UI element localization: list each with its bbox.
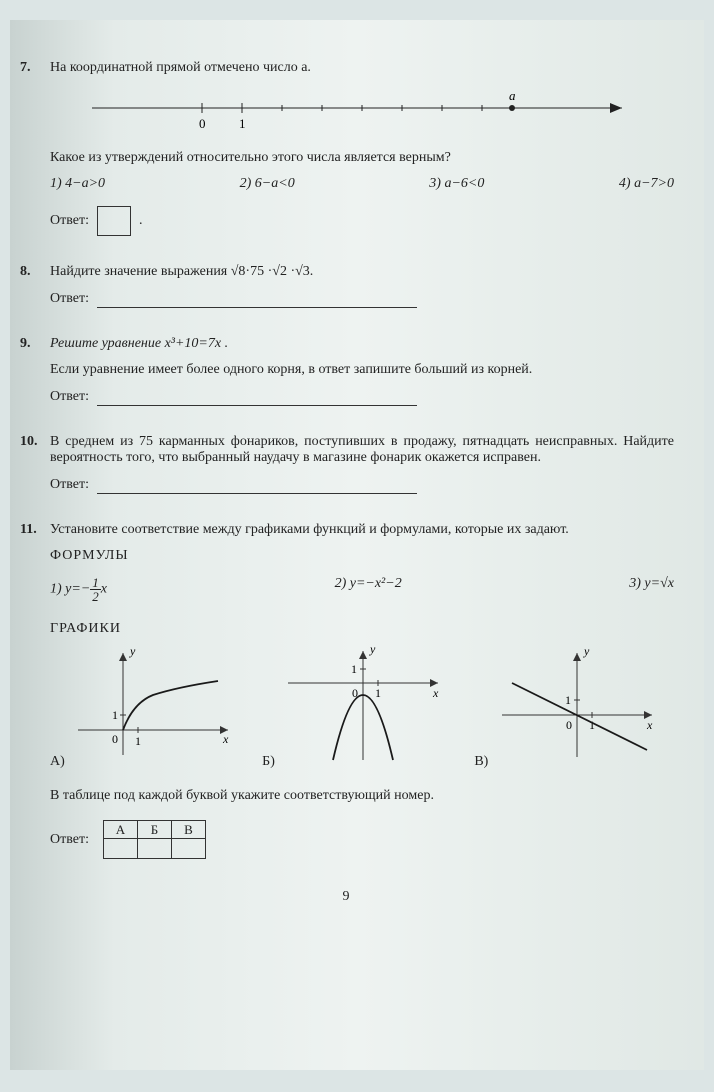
q11-f1-top: 1 — [90, 576, 101, 590]
q11-th-b: Б — [137, 821, 171, 839]
question-8: 8. Найдите значение выражения √8·75 ·√2 … — [18, 264, 674, 308]
graph-a-label: А) — [50, 754, 65, 770]
svg-text:x: x — [646, 718, 653, 732]
q9-answer-row: Ответ: — [50, 388, 674, 406]
q11-f1: 1) y=−12x — [50, 576, 107, 603]
svg-text:y: y — [129, 645, 136, 658]
q9-text: Решите уравнение x³+10=7x . — [50, 336, 674, 352]
q11-answer-label: Ответ: — [50, 832, 89, 848]
svg-text:1: 1 — [112, 708, 118, 722]
q8-answer-line[interactable] — [97, 290, 417, 308]
q10-answer-line[interactable] — [97, 476, 417, 494]
q11-f2: 2) y=−x²−2 — [335, 576, 402, 603]
q11-table-instruction: В таблице под каждой буквой укажите соот… — [50, 788, 674, 804]
graph-b-label: Б) — [262, 754, 275, 770]
q8-text: Найдите значение выражения √8·75 ·√2 ·√3… — [50, 264, 674, 280]
point-a — [509, 105, 515, 111]
point-a-label: a — [509, 88, 516, 103]
graph-v-svg: y x 0 1 1 — [492, 645, 662, 765]
q11-cell-b[interactable] — [137, 839, 171, 859]
q7-opt-3: 3) a−6<0 — [429, 176, 484, 192]
q7-body: На координатной прямой отмечено число a.… — [50, 60, 674, 236]
svg-text:y: y — [369, 645, 376, 656]
q10-answer-label: Ответ: — [50, 477, 89, 493]
svg-text:1: 1 — [351, 662, 357, 676]
graph-a-svg: y x 0 1 1 — [68, 645, 238, 765]
q7-text: На координатной прямой отмечено число a. — [50, 60, 674, 76]
q11-graphs-label: ГРАФИКИ — [50, 621, 674, 637]
question-10: 10. В среднем из 75 карманных фонариков,… — [18, 434, 674, 494]
q11-formulas: 1) y=−12x 2) y=−x²−2 3) y=√x — [50, 576, 674, 603]
q10-text: В среднем из 75 карманных фонариков, пос… — [50, 434, 674, 466]
q11-body: Установите соответствие между графиками … — [50, 522, 674, 859]
q11-number: 11. — [18, 522, 50, 538]
tick-0: 0 — [199, 116, 206, 131]
q11-formulas-label: ФОРМУЛЫ — [50, 548, 674, 564]
q10-answer-row: Ответ: — [50, 476, 674, 494]
q7-numberline: 0 1 a — [82, 88, 642, 136]
q7-number: 7. — [18, 60, 50, 76]
q9-number: 9. — [18, 336, 50, 352]
q11-f1-bot: 2 — [90, 590, 101, 603]
q9-subtext: Если уравнение имеет более одного корня,… — [50, 362, 674, 378]
worksheet-page: 7. На координатной прямой отмечено число… — [10, 20, 704, 1070]
q10-number: 10. — [18, 434, 50, 450]
question-11: 11. Установите соответствие между график… — [18, 522, 674, 859]
graph-a: А) y x 0 1 1 — [50, 645, 250, 774]
q7-opt-2: 2) 6−a<0 — [240, 176, 295, 192]
svg-text:1: 1 — [135, 734, 141, 748]
q9-answer-line[interactable] — [97, 388, 417, 406]
q11-answer-row: Ответ: А Б В — [50, 820, 674, 859]
q11-graphs: А) y x 0 1 1 — [50, 645, 674, 774]
q8-body: Найдите значение выражения √8·75 ·√2 ·√3… — [50, 264, 674, 308]
q7-opt-1: 1) 4−a>0 — [50, 176, 105, 192]
q8-answer-row: Ответ: — [50, 290, 674, 308]
q10-body: В среднем из 75 карманных фонариков, пос… — [50, 434, 674, 494]
svg-text:0: 0 — [566, 718, 572, 732]
q7-answer-row: Ответ: . — [50, 206, 674, 236]
q8-number: 8. — [18, 264, 50, 280]
q11-f1-suffix: x — [101, 582, 107, 597]
q11-cell-a[interactable] — [103, 839, 137, 859]
page-number: 9 — [18, 889, 674, 905]
svg-text:0: 0 — [112, 732, 118, 746]
question-9: 9. Решите уравнение x³+10=7x . Если урав… — [18, 336, 674, 406]
graph-v-label: В) — [474, 754, 488, 770]
q8-answer-label: Ответ: — [50, 291, 89, 307]
svg-text:1: 1 — [375, 686, 381, 700]
q7-answer-label: Ответ: — [50, 213, 89, 229]
graph-b-svg: y x 0 1 1 — [278, 645, 448, 765]
q11-th-v: В — [171, 821, 205, 839]
svg-text:1: 1 — [589, 718, 595, 732]
q7-opt-4: 4) a−7>0 — [619, 176, 674, 192]
q7-options: 1) 4−a>0 2) 6−a<0 3) a−6<0 4) a−7>0 — [50, 176, 674, 192]
graph-b: Б) y x 0 1 1 — [262, 645, 462, 774]
q11-th-a: А — [103, 821, 137, 839]
q11-f3: 3) y=√x — [629, 576, 674, 603]
q9-body: Решите уравнение x³+10=7x . Если уравнен… — [50, 336, 674, 406]
svg-text:1: 1 — [565, 693, 571, 707]
q11-text: Установите соответствие между графиками … — [50, 522, 674, 538]
graph-v: В) y x 0 1 1 — [474, 645, 674, 774]
q11-answer-table: А Б В — [103, 820, 206, 859]
question-7: 7. На координатной прямой отмечено число… — [18, 60, 674, 236]
q11-f1-prefix: 1) y=− — [50, 582, 90, 597]
svg-text:x: x — [222, 732, 229, 746]
q7-subtext: Какое из утверждений относительно этого … — [50, 150, 674, 166]
q9-answer-label: Ответ: — [50, 389, 89, 405]
q7-period: . — [139, 213, 143, 229]
svg-text:x: x — [432, 686, 439, 700]
q7-answer-box[interactable] — [97, 206, 131, 236]
svg-text:y: y — [583, 645, 590, 658]
tick-1: 1 — [239, 116, 246, 131]
q11-cell-v[interactable] — [171, 839, 205, 859]
